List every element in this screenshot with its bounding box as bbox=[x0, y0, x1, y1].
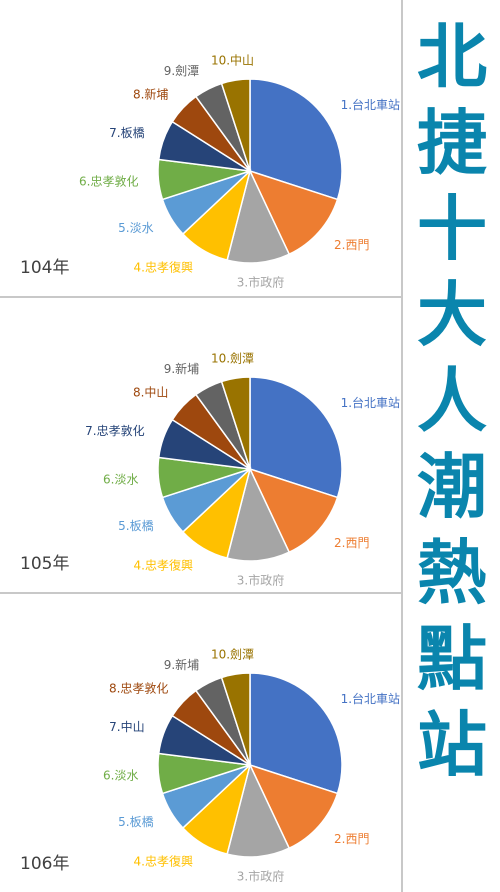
title-char: 潮 bbox=[417, 446, 487, 528]
title-char: 北 bbox=[417, 16, 487, 98]
pie-slice bbox=[248, 169, 339, 256]
slice-label: 9.劍潭 bbox=[164, 63, 199, 78]
title-char: 大 bbox=[417, 274, 487, 356]
slice-label: 5.板橋 bbox=[118, 815, 153, 829]
slice-label: 4.忠孝復興 bbox=[134, 853, 193, 868]
pie-slice bbox=[249, 376, 343, 499]
slice-label: 3.市政府 bbox=[237, 573, 284, 588]
slice-label: 6.淡水 bbox=[103, 473, 138, 487]
pie-chart-105: 1.台北車站 2.西門 3.市政府 4.忠孝復興 5.板橋 6.淡水 7.忠孝敦化 8.中山 9… bbox=[85, 350, 400, 588]
slice-label: 8.新埔 bbox=[133, 86, 168, 101]
slice-label: 2.西門 bbox=[334, 238, 369, 252]
slice-label: 7.中山 bbox=[109, 719, 144, 734]
chart-panel-104: 1.台北車站 2.西門 3.市政府 4.忠孝復興 5.淡水 6.忠孝敦化 7.板橋 8.新埔 9… bbox=[0, 0, 403, 298]
slice-label: 7.忠孝敦化 bbox=[85, 423, 144, 438]
title-char: 熱 bbox=[417, 532, 487, 614]
title-char: 十 bbox=[417, 188, 487, 270]
slice-label: 5.板橋 bbox=[118, 519, 153, 533]
slice-label: 9.新埔 bbox=[164, 657, 199, 672]
pie-slice bbox=[249, 78, 343, 201]
slice-label: 4.忠孝復興 bbox=[134, 259, 193, 274]
slice-label: 10.中山 bbox=[211, 52, 254, 67]
title-char: 站 bbox=[417, 704, 487, 786]
slice-label: 4.忠孝復興 bbox=[134, 557, 193, 572]
slice-label: 1.台北車站 bbox=[341, 691, 400, 706]
slice-label: 2.西門 bbox=[334, 832, 369, 846]
slice-label: 8.中山 bbox=[133, 384, 168, 399]
slice-label: 6.忠孝敦化 bbox=[79, 174, 138, 189]
pie-chart-106: 1.台北車站 2.西門 3.市政府 4.忠孝復興 5.板橋 6.淡水 7.中山 8.忠孝敦化 9… bbox=[103, 646, 400, 884]
title-char: 人 bbox=[417, 360, 487, 442]
chart-panel-105: 1.台北車站 2.西門 3.市政府 4.忠孝復興 5.板橋 6.淡水 7.忠孝敦化 8.中山 9… bbox=[0, 298, 403, 594]
year-label: 106年 bbox=[20, 854, 70, 874]
pie-slice bbox=[220, 78, 251, 172]
pie-slice bbox=[249, 672, 343, 795]
title-char: 點 bbox=[417, 618, 487, 700]
slice-label: 7.板橋 bbox=[109, 126, 144, 140]
slice-label: 10.劍潭 bbox=[211, 646, 254, 661]
slice-label: 10.劍潭 bbox=[211, 350, 254, 365]
slice-label: 6.淡水 bbox=[103, 769, 138, 783]
slice-label: 9.新埔 bbox=[164, 361, 199, 376]
title-char: 捷 bbox=[417, 102, 487, 184]
pie-chart-104: 1.台北車站 2.西門 3.市政府 4.忠孝復興 5.淡水 6.忠孝敦化 7.板橋 8.新埔 9… bbox=[79, 52, 400, 290]
slice-label: 1.台北車站 bbox=[341, 97, 400, 112]
slice-label: 5.淡水 bbox=[118, 221, 153, 235]
slice-label: 2.西門 bbox=[334, 536, 369, 550]
pie-slice bbox=[248, 467, 339, 554]
pie-slice bbox=[220, 376, 251, 470]
pie-slice bbox=[248, 763, 339, 850]
slice-label: 3.市政府 bbox=[237, 275, 284, 290]
slice-label: 8.忠孝敦化 bbox=[109, 680, 168, 695]
pie-slice bbox=[220, 672, 251, 766]
page-title: 北捷十大人潮熱點站 bbox=[404, 0, 500, 892]
year-label: 105年 bbox=[20, 554, 70, 574]
slice-label: 1.台北車站 bbox=[341, 395, 400, 410]
year-label: 104年 bbox=[20, 258, 70, 278]
slice-label: 3.市政府 bbox=[237, 869, 284, 884]
chart-panel-106: 1.台北車站 2.西門 3.市政府 4.忠孝復興 5.板橋 6.淡水 7.中山 8.忠孝敦化 9… bbox=[0, 594, 403, 892]
